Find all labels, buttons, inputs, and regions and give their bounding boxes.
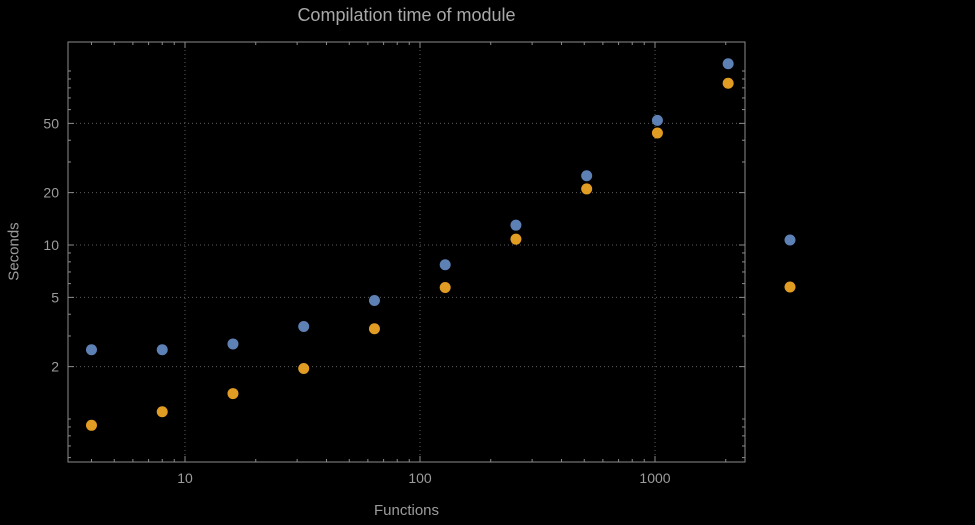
chart-title: Compilation time of module <box>297 5 516 25</box>
data-point <box>85 344 97 356</box>
data-point <box>651 114 663 126</box>
data-point <box>439 259 451 271</box>
plot-frame <box>67 41 746 463</box>
data-point <box>227 338 239 350</box>
x-axis-label: Functions <box>373 502 440 519</box>
y-tick-label: 20 <box>43 185 59 201</box>
data-point <box>298 363 310 375</box>
data-point <box>85 419 97 431</box>
data-point <box>510 219 522 231</box>
data-point <box>722 77 734 89</box>
data-point <box>368 294 380 306</box>
data-point <box>298 321 310 333</box>
data-point <box>156 406 168 418</box>
data-point <box>581 183 593 195</box>
data-point <box>439 281 451 293</box>
x-tick-label: 10 <box>177 470 193 486</box>
y-tick-label: 50 <box>43 115 59 131</box>
legend-marker-series-2 <box>784 281 796 293</box>
x-tick-label: 1000 <box>639 470 670 486</box>
y-tick-label: 2 <box>51 359 59 375</box>
y-tick-label: 5 <box>51 289 59 305</box>
data-point <box>368 323 380 335</box>
data-point <box>156 344 168 356</box>
gridlines <box>68 42 745 462</box>
series-1-points <box>85 58 734 356</box>
x-tick-label: 100 <box>408 470 432 486</box>
data-point <box>510 233 522 245</box>
data-point <box>651 127 663 139</box>
series-2-points <box>85 77 734 431</box>
frame-ticks <box>68 42 745 462</box>
y-tick-label: 10 <box>43 237 59 253</box>
tick-labels: 10 100 1000 2 5 10 20 50 <box>43 115 670 486</box>
legend-marker-series-1 <box>784 234 796 246</box>
data-point <box>581 170 593 182</box>
data-point <box>722 58 734 70</box>
data-point <box>227 388 239 400</box>
legend <box>784 234 796 293</box>
